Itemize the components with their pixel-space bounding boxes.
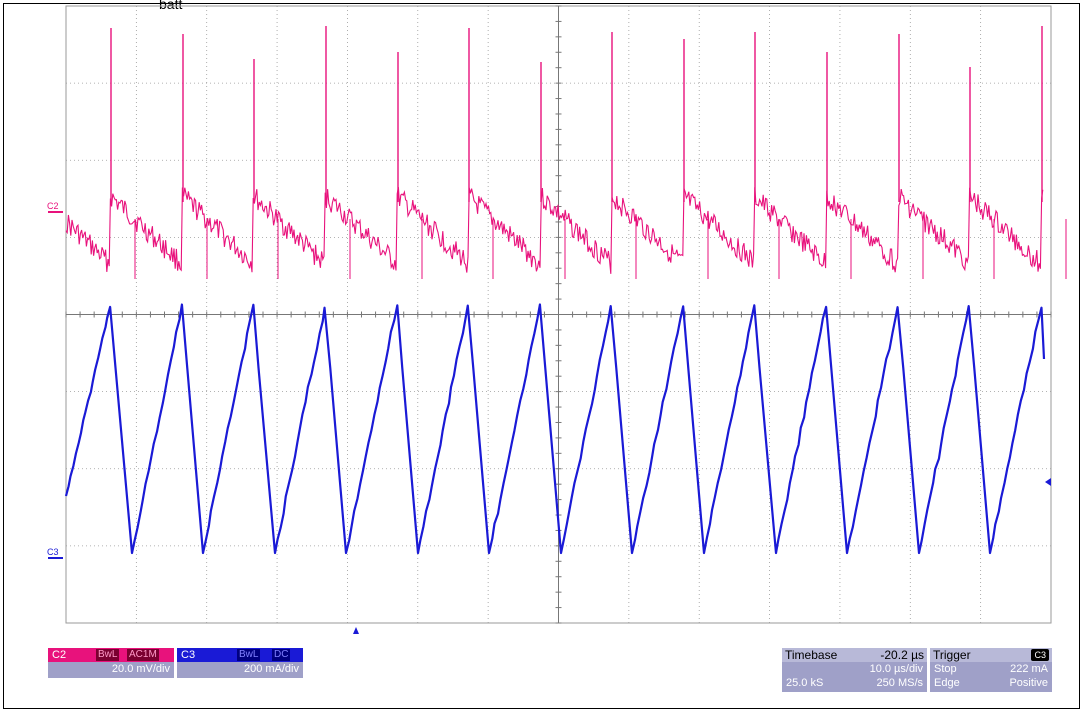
trigger-mode: Stop (934, 663, 957, 675)
c2-ground-marker[interactable]: C2 (47, 201, 63, 213)
scope-display: C2 C3 (47, 5, 1067, 634)
c2-waveform (65, 187, 1044, 274)
c2-offset: 28.00 mV (122, 677, 170, 689)
timebase-samples: 25.0 kS (786, 677, 824, 689)
c3-bw-badge: BwL (237, 649, 261, 661)
trigger-type: Edge (934, 677, 960, 689)
c3-waveform (64, 303, 1046, 555)
c2-header-label: C2 (52, 649, 67, 661)
timebase-time-div: 10.0 µs/div (869, 663, 923, 675)
c2-bw-badge: BwL (96, 649, 120, 661)
timebase-panel[interactable]: Timebase -20.2 µs 10.0 µs/div 25.0 kS 25… (782, 648, 927, 692)
timebase-rate: 250 MS/s (876, 677, 923, 689)
c3-marker-label: C3 (47, 547, 59, 557)
c3-coupling-badge: DC (272, 649, 291, 661)
trigger-delay-marker[interactable] (353, 627, 359, 634)
trigger-header: Trigger C3 (930, 648, 1052, 662)
c2-trace (65, 26, 1067, 279)
c2-coupling-badge: AC1M (127, 649, 159, 661)
trigger-level: 222 mA (1010, 663, 1048, 675)
trigger-level-marker[interactable] (1045, 478, 1051, 486)
trigger-slope: Positive (1009, 677, 1048, 689)
c2-channel-panel[interactable]: C2 BwL AC1M 20.0 mV/div 28.00 mV (48, 648, 174, 689)
c3-trace (64, 303, 1046, 555)
trigger-panel[interactable]: Trigger C3 Stop 222 mA Edge Positive (930, 648, 1052, 692)
trigger-title: Trigger (933, 648, 971, 662)
c3-channel-panel[interactable]: C3 BwL DC 200 mA/div -620.0 mA (177, 648, 303, 689)
trigger-source-badge: C3 (1031, 649, 1049, 661)
c3-panel-header: C3 BwL DC (177, 648, 303, 662)
oscilloscope-window: batt C2 C3 C2 BwL AC1M 20.0 mV/div 28.00… (3, 0, 1080, 709)
c2-marker-label: C2 (47, 201, 59, 211)
c2-panel-header: C2 BwL AC1M (48, 648, 174, 662)
graticule (65, 5, 1052, 624)
timebase-delay: -20.2 µs (880, 648, 924, 662)
c3-ground-marker[interactable]: C3 (47, 547, 63, 559)
c3-volts-div: 200 mA/div (243, 663, 299, 675)
timebase-header: Timebase -20.2 µs (782, 648, 927, 662)
c2-volts-div: 20.0 mV/div (111, 663, 170, 675)
c3-offset: -620.0 mA (248, 677, 299, 689)
timebase-title: Timebase (785, 648, 838, 662)
c3-header-label: C3 (181, 649, 196, 661)
